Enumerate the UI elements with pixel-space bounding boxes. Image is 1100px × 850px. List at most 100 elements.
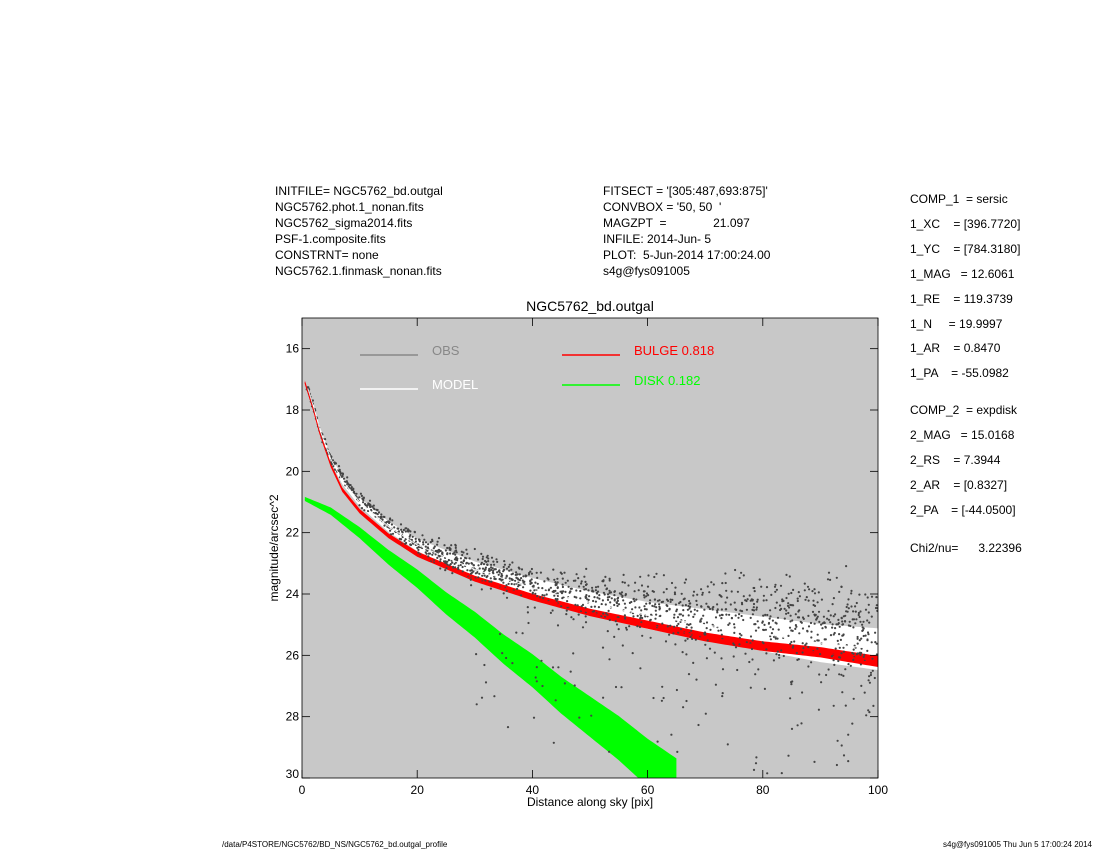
obs-point — [492, 572, 495, 575]
obs-point — [564, 581, 567, 584]
obs-point — [687, 604, 690, 608]
obs-point — [515, 573, 518, 576]
obs-point — [444, 561, 447, 564]
obs-point — [595, 591, 598, 595]
obs-point — [545, 593, 548, 596]
obs-point — [773, 635, 776, 638]
obs-point — [866, 649, 869, 653]
obs-point — [383, 524, 386, 527]
obs-point — [789, 697, 792, 700]
obs-point — [824, 638, 827, 641]
obs-point — [307, 387, 310, 390]
obs-point — [831, 623, 834, 626]
obs-point — [566, 579, 569, 582]
obs-point — [778, 604, 782, 607]
obs-point — [400, 528, 403, 531]
obs-point — [798, 595, 802, 598]
obs-point — [876, 607, 878, 610]
obs-point — [739, 609, 742, 612]
obs-point — [679, 613, 683, 616]
obs-point — [668, 607, 671, 611]
obs-point — [705, 657, 709, 660]
obs-point — [417, 543, 420, 546]
obs-point — [445, 567, 448, 570]
obs-point — [471, 571, 474, 574]
obs-point — [552, 589, 555, 593]
obs-point — [613, 590, 616, 594]
obs-point — [499, 585, 502, 588]
obs-point — [344, 484, 347, 487]
obs-point — [813, 760, 816, 764]
obs-point — [430, 549, 433, 552]
obs-point — [782, 654, 785, 658]
obs-point — [774, 606, 777, 610]
obs-point — [439, 549, 442, 553]
obs-point — [756, 620, 759, 623]
obs-point — [852, 610, 855, 613]
obs-point — [396, 527, 399, 530]
obs-point — [624, 594, 627, 597]
obs-point — [535, 588, 538, 591]
obs-point — [695, 603, 699, 606]
obs-point — [781, 600, 784, 603]
obs-point — [591, 586, 594, 589]
obs-point — [800, 621, 803, 624]
obs-point — [788, 606, 791, 609]
obs-point — [417, 548, 420, 552]
obs-point — [515, 587, 519, 591]
obs-point — [719, 629, 723, 632]
obs-point — [608, 589, 611, 592]
obs-point — [707, 606, 711, 609]
obs-point — [543, 594, 546, 597]
obs-point — [604, 575, 607, 579]
obs-point — [779, 608, 782, 612]
obs-point — [309, 395, 312, 398]
obs-point — [484, 681, 488, 684]
obs-point — [454, 553, 457, 556]
legend-label-2: BULGE 0.818 — [634, 343, 714, 358]
obs-point — [510, 577, 513, 581]
obs-point — [736, 668, 739, 672]
obs-point — [820, 642, 823, 645]
obs-point — [523, 580, 526, 583]
obs-point — [575, 573, 578, 576]
obs-point — [470, 569, 473, 572]
obs-point — [867, 709, 870, 712]
obs-point — [821, 622, 824, 625]
obs-point — [413, 531, 416, 534]
obs-point — [610, 597, 613, 600]
obs-point — [632, 615, 635, 618]
obs-point — [874, 641, 877, 644]
obs-point — [852, 658, 855, 662]
obs-point — [331, 460, 334, 463]
obs-point — [801, 691, 804, 694]
obs-point — [330, 460, 333, 463]
obs-point — [792, 588, 795, 592]
obs-point — [806, 630, 809, 633]
obs-point — [421, 546, 424, 550]
obs-point — [418, 540, 421, 543]
obs-point — [346, 481, 349, 484]
obs-point — [645, 592, 649, 595]
obs-point — [769, 609, 772, 612]
obs-point — [765, 648, 768, 651]
obs-point — [340, 475, 343, 478]
obs-point — [554, 597, 557, 601]
obs-point — [716, 611, 719, 614]
obs-point — [397, 527, 400, 530]
header-mid-line-4: PLOT: 5-Jun-2014 17:00:24.00 — [603, 248, 771, 262]
obs-point — [553, 578, 556, 581]
obs-point — [555, 583, 558, 586]
obs-point — [740, 610, 744, 613]
obs-point — [810, 630, 813, 633]
obs-point — [447, 558, 451, 562]
obs-point — [673, 591, 677, 594]
obs-point — [751, 598, 754, 601]
obs-point — [511, 578, 514, 582]
obs-point — [644, 614, 647, 617]
obs-point — [875, 653, 878, 656]
obs-point — [618, 592, 622, 595]
obs-point — [852, 626, 855, 629]
obs-point — [436, 540, 439, 543]
obs-point — [578, 585, 581, 588]
